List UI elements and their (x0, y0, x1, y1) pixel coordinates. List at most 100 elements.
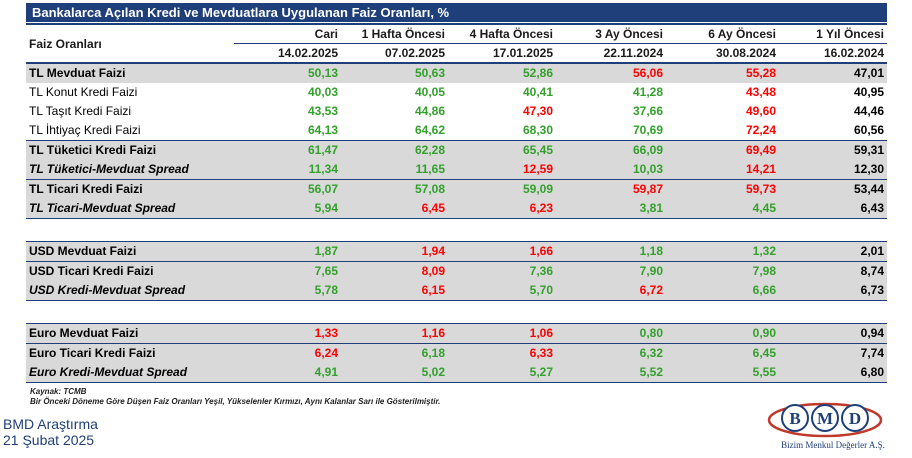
rate-cell-current: 43,53 (307, 104, 338, 118)
bmd-logo: B M D Bizim Menkul Değerler A.Ş. (767, 402, 885, 450)
rate-cell-6m: 72,24 (745, 123, 776, 137)
header-row-dates: 14.02.2025 07.02.2025 17.01.2025 22.11.2… (26, 43, 887, 64)
rate-cell-6m: 1,32 (666, 241, 779, 262)
rate-cell-3m: 59,87 (556, 179, 666, 199)
rate-cell-current: 50,13 (234, 62, 341, 83)
rate-cell-3m: 70,69 (632, 123, 663, 137)
row-label: TL Mevduat Faizi (26, 62, 234, 83)
logo-circle-d (841, 404, 869, 432)
rate-cell-1w: 44,86 (414, 104, 445, 118)
rate-cell-1y: 8,74 (779, 261, 887, 281)
table-row: TL Mevduat Faizi 50,13 50,63 52,86 56,06 55,2… (26, 62, 887, 83)
row-label: USD Kredi-Mevduat Spread (26, 281, 234, 301)
rates-table: Faiz Oranları Cari 1 Hafta Öncesi 4 Haft… (26, 25, 887, 383)
rate-cell-4w: 59,09 (448, 179, 556, 199)
rate-cell-6m: 6,66 (666, 281, 779, 301)
rate-cell-current: 5,94 (234, 199, 341, 219)
rate-cell-4w: 6,33 (448, 343, 556, 363)
col-header-6m: 6 Ay Öncesi (666, 25, 779, 44)
rate-cell-4w: 5,70 (448, 281, 556, 301)
rate-cell-3m: 0,80 (556, 323, 666, 344)
rate-cell-3m: 41,28 (632, 85, 663, 99)
footer-date: 21 Şubat 2025 (3, 432, 95, 448)
rates-body: TL Mevduat Faizi 50,13 50,63 52,86 56,06 55,2… (26, 62, 887, 383)
date-3m: 22.11.2024 (556, 43, 666, 64)
rate-cell-1y: 40,95 (853, 85, 884, 99)
table-row: TL Tüketici-Mevduat Spread 11,34 11,65 12,5… (26, 160, 887, 180)
rate-cell-4w: 65,45 (448, 140, 556, 160)
rate-cell-4w: 6,23 (448, 199, 556, 219)
rate-cell-current: 64,13 (307, 123, 338, 137)
rate-cell-4w: 7,36 (448, 261, 556, 281)
col-header-current: Cari (234, 25, 341, 44)
rate-cell-6m: 7,98 (666, 261, 779, 281)
rate-cell-1w: 6,15 (341, 281, 448, 301)
rate-cell-1y: 6,73 (779, 281, 887, 301)
logo-letter-d: D (849, 409, 861, 428)
rate-cell-current: 56,07 (234, 179, 341, 199)
table-row: Euro Kredi-Mevduat Spread 4,91 5,02 5,27 5,5… (26, 363, 887, 383)
rate-cell-4w: 1,66 (448, 241, 556, 262)
row-label: USD Mevduat Faizi (26, 241, 234, 262)
rate-cell-6m: 6,45 (666, 343, 779, 363)
table-row: TL Tüketici Kredi Faizi 61,47 62,28 65,45 66… (26, 140, 887, 160)
table-row: TL İhtiyaç Kredi Faizi 64,13 64,62 68,30 70,… (26, 121, 887, 141)
rate-cell-1w: 62,28 (341, 140, 448, 160)
rate-cell-1y: 44,46 (853, 104, 884, 118)
table-row: TL Ticari Kredi Faizi 56,07 57,08 59,09 59,8… (26, 179, 887, 199)
row-label: USD Ticari Kredi Faizi (26, 261, 234, 281)
table-row: USD Ticari Kredi Faizi 7,65 8,09 7,36 7,90 7,… (26, 261, 887, 281)
row-label: TL Ticari-Mevduat Spread (26, 199, 234, 219)
spacer-cell (26, 218, 887, 242)
rate-cell-1w: 1,16 (341, 323, 448, 344)
table-row: TL Taşıt Kredi Faizi 43,53 44,86 47,30 37,66… (26, 102, 887, 121)
col-header-1y: 1 Yıl Öncesi (779, 25, 887, 44)
rate-cell-1w: 1,94 (341, 241, 448, 262)
rate-cell-3m: 5,52 (556, 363, 666, 383)
rate-cell-1w: 6,18 (341, 343, 448, 363)
rate-cell-1y: 6,80 (779, 363, 887, 383)
date-1w: 07.02.2025 (341, 43, 448, 64)
rate-cell-4w: 68,30 (522, 123, 553, 137)
row-label: TL İhtiyaç Kredi Faizi (29, 123, 141, 137)
section-spacer (26, 300, 887, 324)
notes: Kaynak: TCMB Bir Önceki Döneme Göre Düşe… (30, 387, 440, 407)
rate-cell-3m: 37,66 (632, 104, 663, 118)
rate-cell-3m: 1,18 (556, 241, 666, 262)
rate-cell-1w: 8,09 (341, 261, 448, 281)
table-row: Euro Ticari Kredi Faizi 6,24 6,18 6,33 6,32 6… (26, 343, 887, 363)
col-header-3m: 3 Ay Öncesi (556, 25, 666, 44)
header-row-columns: Faiz Oranları Cari 1 Hafta Öncesi 4 Haft… (26, 25, 887, 64)
row-label: Euro Mevduat Faizi (26, 323, 234, 344)
rate-cell-current: 11,34 (234, 160, 341, 180)
rate-cell-current: 1,33 (234, 323, 341, 344)
section-spacer (26, 218, 887, 242)
rate-cell-current: 5,78 (234, 281, 341, 301)
rate-cell-1w: 6,45 (341, 199, 448, 219)
col-header-4w: 4 Hafta Öncesi (448, 25, 556, 44)
rate-cell-3m: 6,72 (556, 281, 666, 301)
footer: BMD Araştırma 21 Şubat 2025 (3, 416, 98, 448)
source-note: Kaynak: TCMB (30, 387, 87, 396)
rate-cell-3m: 56,06 (556, 62, 666, 83)
row-label-header: Faiz Oranları (26, 25, 234, 64)
rate-cell-3m: 6,32 (556, 343, 666, 363)
row-label: TL Ticari Kredi Faizi (26, 179, 234, 199)
rate-cell-current: 40,03 (307, 85, 338, 99)
rate-cell-6m: 69,49 (666, 140, 779, 160)
rate-cell-1y: 2,01 (779, 241, 887, 262)
logo-circle-m (811, 404, 839, 432)
rate-cell-1y: 7,74 (779, 343, 887, 363)
logo-circle-b (781, 404, 809, 432)
rate-cell-current: 7,65 (234, 261, 341, 281)
table-row: TL Konut Kredi Faizi 40,03 40,05 40,41 41,28… (26, 83, 887, 102)
row-label: TL Tüketici Kredi Faizi (26, 140, 234, 160)
rates-report: Bankalarca Açılan Kredi ve Mevduatlara U… (26, 3, 887, 383)
row-label: Euro Ticari Kredi Faizi (26, 343, 234, 363)
rate-cell-current: 4,91 (234, 363, 341, 383)
table-row: Euro Mevduat Faizi 1,33 1,16 1,06 0,80 0,90 0,… (26, 323, 887, 344)
rate-cell-1y: 53,44 (779, 179, 887, 199)
rate-cell-1w: 57,08 (341, 179, 448, 199)
rate-cell-4w: 52,86 (448, 62, 556, 83)
rate-cell-1y: 47,01 (779, 62, 887, 83)
